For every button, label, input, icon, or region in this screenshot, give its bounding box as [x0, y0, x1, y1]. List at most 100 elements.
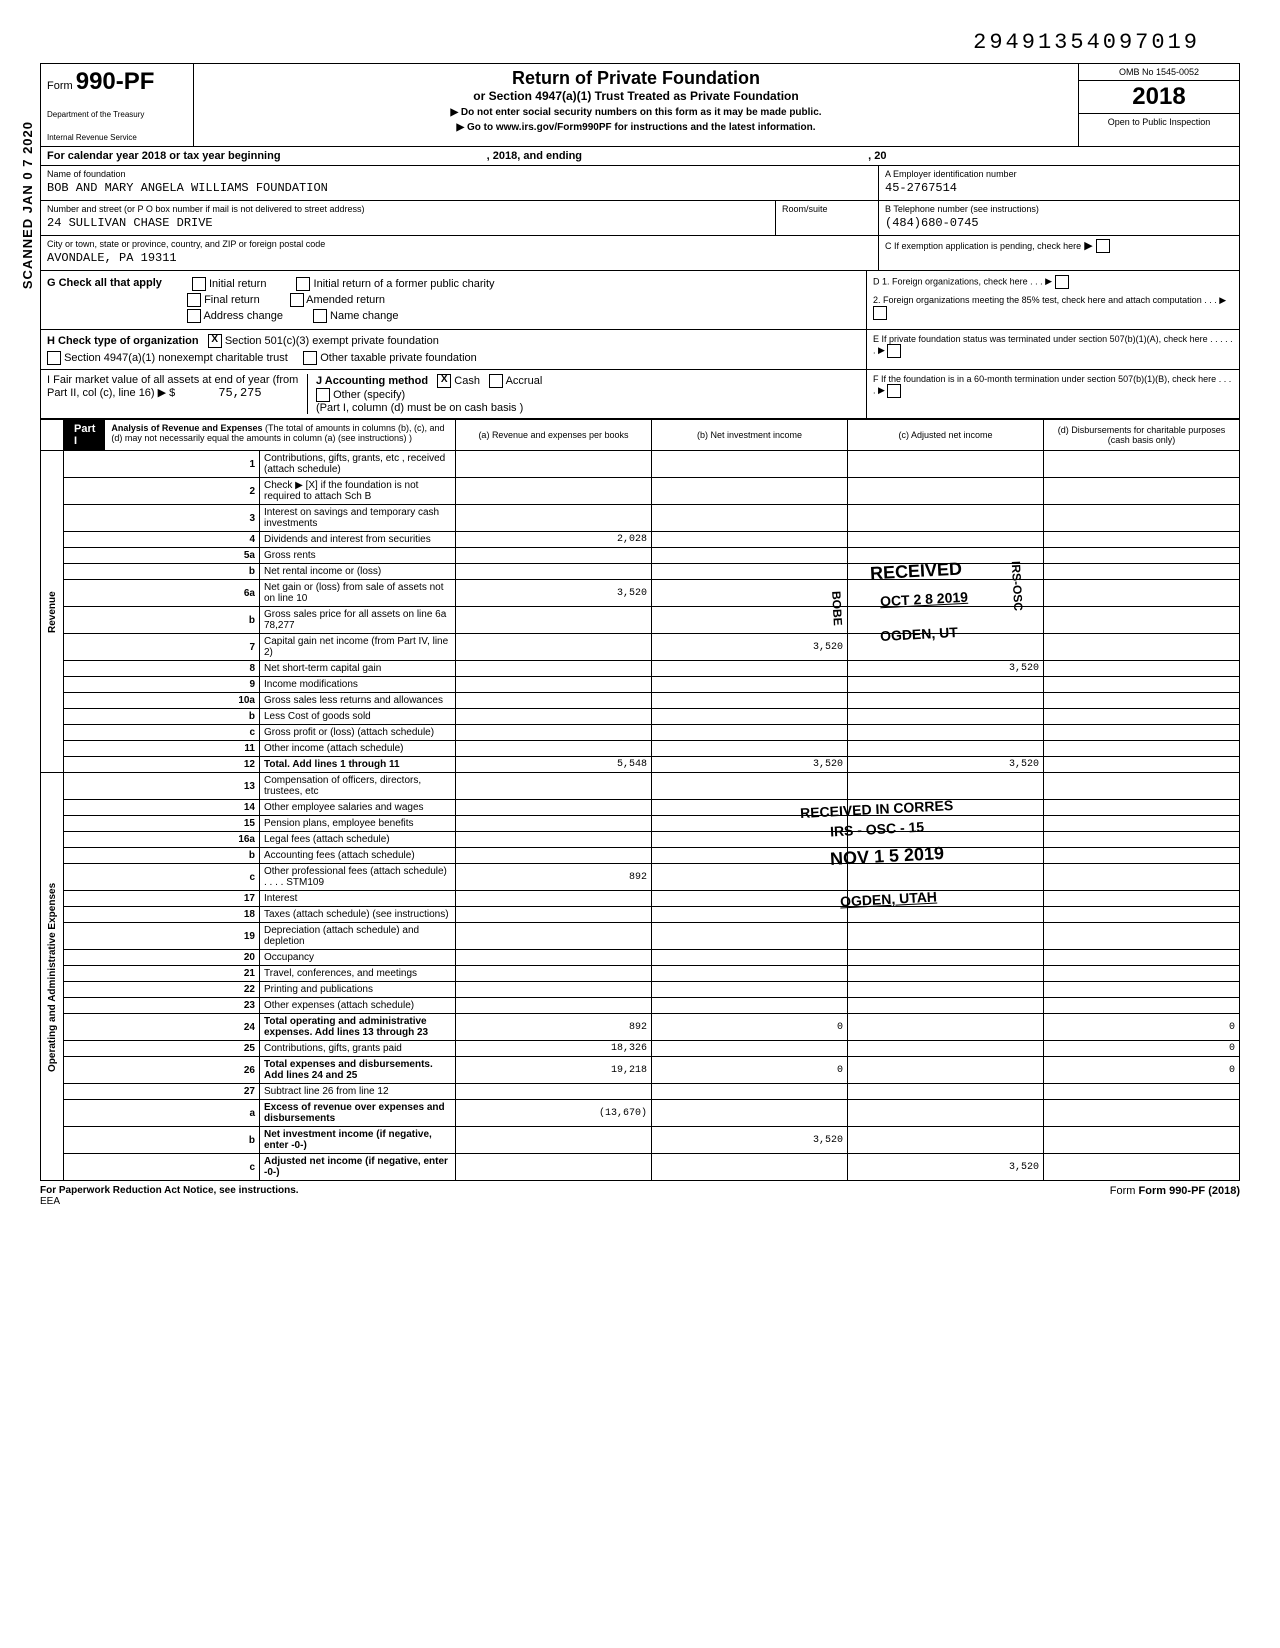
addr-change-cb[interactable]: [187, 309, 201, 323]
cell-value: 0: [1044, 1041, 1240, 1057]
h-label: H Check type of organization: [47, 335, 199, 347]
cell-value: [1044, 725, 1240, 741]
foundation-name: BOB AND MARY ANGELA WILLIAMS FOUNDATION: [47, 179, 872, 197]
d1-cb[interactable]: [1055, 275, 1069, 289]
line-num: c: [64, 864, 260, 891]
col-a-header: (a) Revenue and expenses per books: [456, 420, 652, 451]
j-label: J Accounting method: [316, 375, 428, 387]
h-4947-cb[interactable]: [47, 351, 61, 365]
d2-label: 2. Foreign organizations meeting the 85%…: [873, 295, 1202, 305]
line-desc: Legal fees (attach schedule): [260, 832, 456, 848]
cell-value: [652, 564, 848, 580]
line-desc: Adjusted net income (if negative, enter …: [260, 1154, 456, 1181]
h-other: Other taxable private foundation: [320, 352, 477, 364]
cell-value: [456, 1127, 652, 1154]
line-desc: Interest: [260, 891, 456, 907]
j-cash: Cash: [454, 375, 480, 387]
line-desc: Net short-term capital gain: [260, 661, 456, 677]
line-desc: Depreciation (attach schedule) and deple…: [260, 923, 456, 950]
f-cb[interactable]: [887, 384, 901, 398]
cell-value: [1044, 891, 1240, 907]
cell-value: [1044, 693, 1240, 709]
cell-value: [1044, 848, 1240, 864]
line-num: b: [64, 848, 260, 864]
line-desc: Accounting fees (attach schedule): [260, 848, 456, 864]
line-desc: Total expenses and disbursements. Add li…: [260, 1057, 456, 1084]
line-desc: Gross rents: [260, 548, 456, 564]
cell-value: [848, 923, 1044, 950]
line-num: c: [64, 725, 260, 741]
cell-value: [456, 607, 652, 634]
cash-cb[interactable]: X: [437, 374, 451, 388]
accrual-cb[interactable]: [489, 374, 503, 388]
cell-value: [652, 773, 848, 800]
d2-cb[interactable]: [873, 306, 887, 320]
c-exemption-label: C If exemption application is pending, c…: [885, 241, 1081, 251]
cell-value: [1044, 532, 1240, 548]
e-cb[interactable]: [887, 344, 901, 358]
c-checkbox[interactable]: [1096, 239, 1110, 253]
cell-value: [848, 907, 1044, 923]
cell-value: [1044, 1127, 1240, 1154]
initial-return-cb[interactable]: [192, 277, 206, 291]
form-prefix: Form: [47, 80, 73, 92]
cell-value: [456, 923, 652, 950]
line-num: 18: [64, 907, 260, 923]
line-num: 20: [64, 950, 260, 966]
cell-value: [848, 1057, 1044, 1084]
cell-value: [848, 709, 1044, 725]
cell-value: [1044, 741, 1240, 757]
other-method-cb[interactable]: [316, 388, 330, 402]
name-change-cb[interactable]: [313, 309, 327, 323]
irs-osc-stamp: IRS-OSC: [1009, 561, 1026, 612]
cell-value: [1044, 923, 1240, 950]
cell-value: 5,548: [456, 757, 652, 773]
h-other-cb[interactable]: [303, 351, 317, 365]
cell-value: [652, 998, 848, 1014]
line-desc: Total operating and administrative expen…: [260, 1014, 456, 1041]
line-num: 22: [64, 982, 260, 998]
line-num: 21: [64, 966, 260, 982]
line-num: 1: [64, 451, 260, 478]
cell-value: [652, 607, 848, 634]
line-desc: Less Cost of goods sold: [260, 709, 456, 725]
line-num: 11: [64, 741, 260, 757]
form-subtitle: or Section 4947(a)(1) Trust Treated as P…: [198, 89, 1074, 103]
cell-value: [456, 661, 652, 677]
tel-label: B Telephone number (see instructions): [885, 204, 1233, 214]
cell-value: [1044, 816, 1240, 832]
footer-form: Form Form 990-PF (2018): [1110, 1185, 1240, 1207]
g-amended: Amended return: [306, 294, 385, 306]
e-label: E If private foundation status was termi…: [873, 334, 1208, 344]
cell-value: [652, 478, 848, 505]
f-label: F If the foundation is in a 60-month ter…: [873, 374, 1216, 384]
line-desc: Contributions, gifts, grants paid: [260, 1041, 456, 1057]
former-charity-cb[interactable]: [296, 277, 310, 291]
cell-value: [848, 505, 1044, 532]
line-num: a: [64, 1100, 260, 1127]
line-desc: Printing and publications: [260, 982, 456, 998]
cell-value: [1044, 1084, 1240, 1100]
cell-value: [1044, 661, 1240, 677]
g-namechange: Name change: [330, 310, 399, 322]
cell-value: (13,670): [456, 1100, 652, 1127]
final-return-cb[interactable]: [187, 293, 201, 307]
cell-value: [456, 564, 652, 580]
line-num: 4: [64, 532, 260, 548]
cell-value: [1044, 907, 1240, 923]
cell-value: [652, 532, 848, 548]
amended-cb[interactable]: [290, 293, 304, 307]
cell-value: [652, 741, 848, 757]
cell-value: 0: [652, 1057, 848, 1084]
cell-value: 3,520: [848, 757, 1044, 773]
cell-value: 0: [652, 1014, 848, 1041]
cell-value: [456, 982, 652, 998]
cell-value: [652, 982, 848, 998]
line-desc: Pension plans, employee benefits: [260, 816, 456, 832]
omb-number: OMB No 1545-0052: [1079, 64, 1239, 81]
city-state-zip: AVONDALE, PA 19311: [47, 249, 872, 267]
cell-value: [456, 998, 652, 1014]
room-suite: Room/suite: [775, 201, 878, 235]
line-desc: Other professional fees (attach schedule…: [260, 864, 456, 891]
h-501c3-cb[interactable]: X: [208, 334, 222, 348]
